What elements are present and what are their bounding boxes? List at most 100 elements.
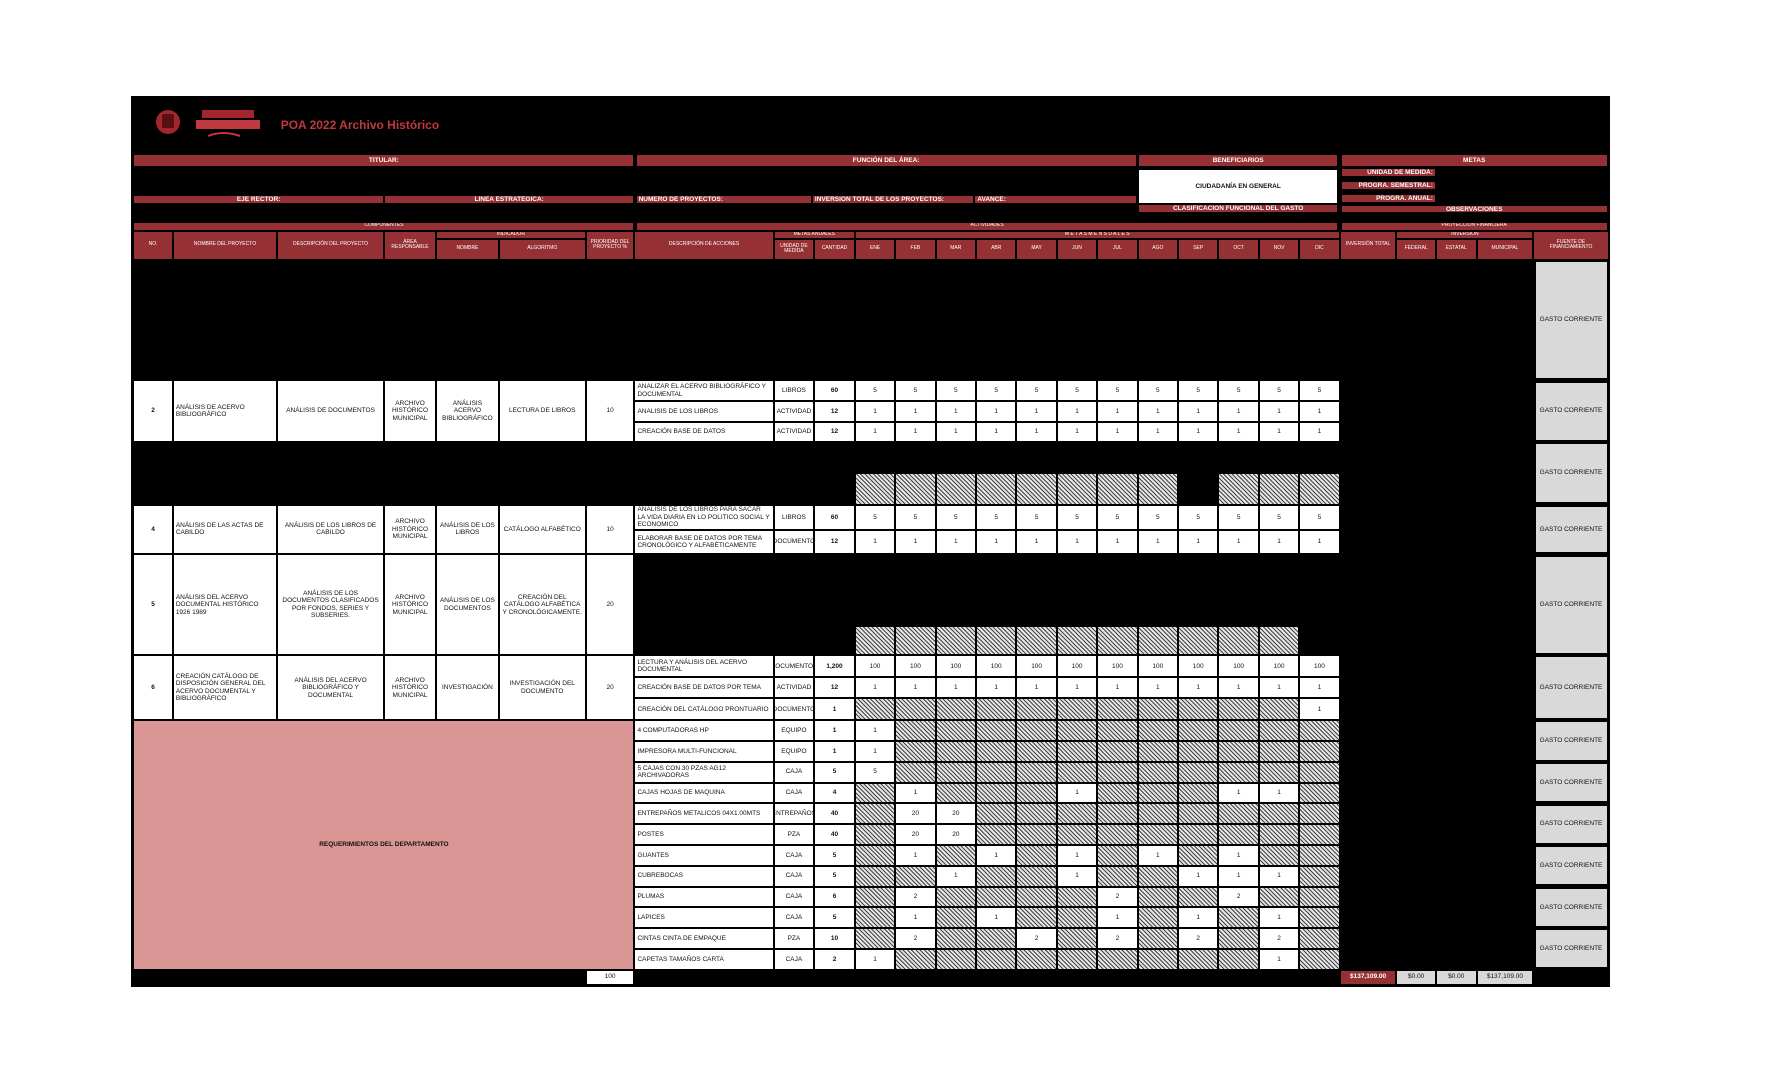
action-unit: CAJA <box>773 844 815 866</box>
action-quantity: 1,200 <box>814 655 855 678</box>
month-value: 5 <box>1218 504 1259 531</box>
hatched-cell <box>976 741 1017 762</box>
hatched-cell <box>1016 948 1057 970</box>
month-header: MAR <box>935 238 977 260</box>
month-value: 1 <box>1299 698 1340 721</box>
project-priority: 10 <box>585 504 635 555</box>
hatched-cell <box>935 928 977 949</box>
estatal-total: $0.00 <box>1435 969 1477 985</box>
action-unit: ACTIVIDAD <box>773 401 815 423</box>
action-unit: CAJA <box>773 782 815 804</box>
hatched-cell <box>1299 761 1340 783</box>
hatched-cell <box>1258 626 1300 656</box>
hatched-cell <box>1016 761 1057 783</box>
hatched-cell <box>1056 824 1098 845</box>
month-value: 1 <box>1258 865 1300 887</box>
column-header: FUENTE DE FINANCIAMIENTO <box>1533 230 1609 260</box>
hatched-cell <box>895 761 936 783</box>
month-value: 100 <box>895 655 936 678</box>
hatched-cell <box>1056 948 1098 970</box>
hatched-cell <box>1178 626 1219 656</box>
hatched-cell <box>1218 698 1259 721</box>
hatched-cell <box>1137 803 1179 825</box>
hatched-cell <box>1056 886 1098 908</box>
action-quantity: 12 <box>814 677 855 699</box>
hatched-cell <box>1178 741 1219 762</box>
numero-proyectos-label: NUMERO DE PROYECTOS: <box>635 194 812 205</box>
month-value: 2 <box>895 928 936 949</box>
hatched-cell <box>895 473 936 505</box>
inversion-total-label: INVERSION TOTAL DE LOS PROYECTOS: <box>811 194 975 205</box>
month-value: 1 <box>854 530 896 555</box>
hatched-cell <box>1258 824 1300 845</box>
hatched-cell <box>1178 698 1219 721</box>
month-value: 1 <box>895 530 936 555</box>
month-value: 1 <box>976 907 1017 929</box>
month-value: 1 <box>976 844 1017 866</box>
logo-swash <box>207 132 241 137</box>
hatched-cell <box>1097 698 1138 721</box>
hatched-cell <box>935 473 977 505</box>
month-value: 1 <box>1137 677 1179 699</box>
action-unit: DOCUMENTO <box>773 530 815 555</box>
hatched-cell <box>1178 844 1219 866</box>
hatched-cell <box>935 886 977 908</box>
hatched-cell <box>976 720 1017 742</box>
month-value: 100 <box>935 655 977 678</box>
hatched-cell <box>854 886 896 908</box>
column-header: INVERSIÓN TOTAL <box>1339 230 1397 260</box>
hatched-cell <box>1258 761 1300 783</box>
month-value: 1 <box>854 401 896 423</box>
progra-semestral-label: PROGRA. SEMESTRAL: <box>1340 180 1436 191</box>
month-value: 1 <box>854 948 896 970</box>
hatched-cell <box>1218 761 1259 783</box>
month-header: JUN <box>1056 238 1098 260</box>
funding-source: GASTO CORRIENTE <box>1534 763 1608 803</box>
hatched-cell <box>854 928 896 949</box>
hatched-cell <box>1056 626 1098 656</box>
month-value: 1 <box>935 677 977 699</box>
hatched-cell <box>1097 865 1138 887</box>
beneficiarios-label: BENEFICIARIOS <box>1137 154 1339 167</box>
hatched-cell <box>1178 782 1219 804</box>
action-quantity: 12 <box>814 401 855 423</box>
column-header: ESTATAL <box>1435 238 1477 260</box>
month-value: 2 <box>895 886 936 908</box>
hatched-cell <box>1056 803 1098 825</box>
funding-source: GASTO CORRIENTE <box>1534 887 1608 927</box>
project-number: 6 <box>133 655 173 721</box>
hatched-cell <box>1258 473 1300 505</box>
month-value: 1 <box>1097 530 1138 555</box>
month-value: 5 <box>1016 504 1057 531</box>
hatched-cell <box>895 720 936 742</box>
project-priority: 20 <box>585 655 635 721</box>
hatched-cell <box>1137 782 1179 804</box>
project-priority: 10 <box>585 380 635 442</box>
action-description: CREACIÓN BASE DE DATOS <box>634 422 774 442</box>
action-unit: ACTIVIDAD <box>773 677 815 699</box>
month-value: 2 <box>1218 886 1259 908</box>
hatched-cell <box>1016 698 1057 721</box>
column-header: FEDERAL <box>1396 238 1436 260</box>
hatched-cell <box>1178 720 1219 742</box>
hatched-cell <box>1218 741 1259 762</box>
hatched-cell <box>1016 886 1057 908</box>
hatched-cell <box>895 626 936 656</box>
month-value: 1 <box>1056 422 1098 442</box>
hatched-cell <box>1299 865 1340 887</box>
column-header: MUNICIPAL <box>1476 238 1534 260</box>
action-description: CREACIÓN DEL CATÁLOGO PRONTUARIO <box>634 698 774 721</box>
month-value: 1 <box>895 844 936 866</box>
hatched-cell <box>935 741 977 762</box>
action-description: 4 COMPUTADORAS HP <box>634 720 774 742</box>
hatched-cell <box>1137 928 1179 949</box>
month-value: 1 <box>1258 907 1300 929</box>
month-value: 1 <box>935 422 977 442</box>
action-quantity: 12 <box>814 530 855 555</box>
project-name: CREACIÓN CATÁLOGO DE DISPOSICIÓN GENERAL… <box>172 655 278 721</box>
hatched-cell <box>1056 473 1098 505</box>
project-number: 2 <box>133 380 173 442</box>
month-value: 5 <box>976 380 1017 402</box>
month-value: 1 <box>854 720 896 742</box>
indicator-algorithm: CREACIÓN DEL CATÁLOGO ALFABÉTICA Y CRONO… <box>498 554 586 656</box>
